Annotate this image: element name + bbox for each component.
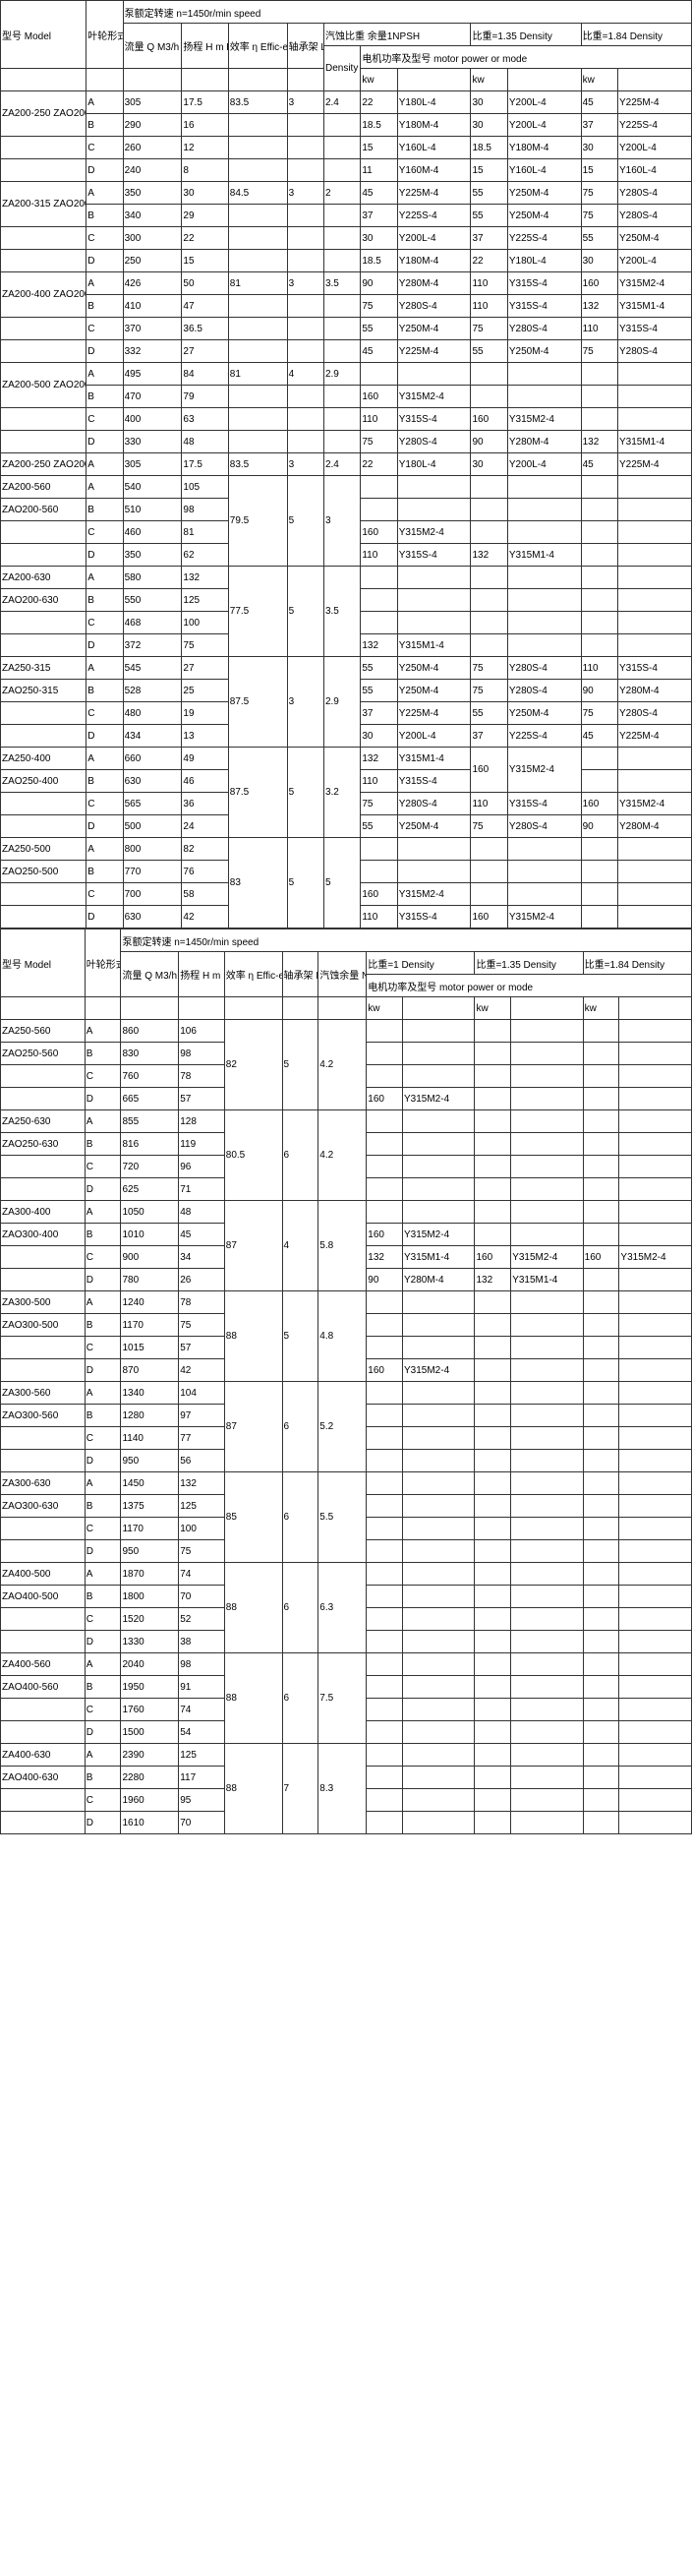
model-cell: ZA250-315 [1,657,86,680]
hdr-impeller: 叶轮形式 [86,1,123,69]
hdr-head: 扬程 H m Head [179,952,225,997]
hdr-d135: 比重=1.35 Density [475,952,583,975]
hdr-lk: 轴承架 LK [287,24,323,69]
hdr-d184: 比重=1.84 Density [581,24,691,46]
model-cell: ZA250-500 [1,838,86,861]
hdr-eff: 效率 η Effic-ency [228,24,287,69]
hdr-impeller: 叶轮形式 [85,929,121,997]
hdr-flow: 流量 Q M3/h Capacity [123,24,182,69]
hdr-model: 型号 Model [1,1,86,69]
model-cell: ZA200-250 ZAO200-250 [1,453,86,476]
hdr-d135: 比重=1.35 Density [471,24,581,46]
model-cell: ZA250-400 [1,748,86,770]
hdr-motor: 电机功率及型号 motor power or mode [367,975,692,997]
hdr-motor: 电机功率及型号 motor power or mode [361,46,692,69]
hdr-d184: 比重=1.84 Density [583,952,691,975]
model-cell: ZA200-560 [1,476,86,499]
model-cell: ZA200-400 ZAO200-400 [1,272,86,318]
model-cell: ZA200-250 ZAO200-250 [1,91,86,137]
hdr-lk: 轴承架 LK [282,952,318,997]
hdr-speed: 泵额定转速 n=1450r/min speed [121,929,692,952]
model-cell: ZA200-315 ZAO200-315 [1,182,86,227]
model-cell: ZAO200-560 [1,499,86,521]
hdr-density: Density [323,46,360,91]
hdr-eff: 效率 η Effic-ency [224,952,282,997]
model-cell: ZAO250-500 [1,861,86,883]
hdr-flow: 流量 Q M3/h Capacity [121,952,179,997]
pump-spec-table-1: 型号 Model 叶轮形式 泵额定转速 n=1450r/min speed 流量… [0,0,692,929]
hdr-d1: 比重=1 Density [367,952,475,975]
model-cell: ZA200-630 [1,567,86,589]
model-cell: ZAO200-630 [1,589,86,612]
pump-spec-table-2: 型号 Model 叶轮形式 泵额定转速 n=1450r/min speed 流量… [0,929,692,1834]
model-cell: ZAO250-400 [1,770,86,793]
hdr-npsh: 汽蚀余量 NPSH m [318,952,367,997]
hdr-speed: 泵额定转速 n=1450r/min speed [123,1,691,24]
hdr-d1: 汽蚀比重 余量1NPSH [323,24,471,46]
model-cell: ZAO250-315 [1,680,86,702]
model-cell: ZA200-500 ZAO200-500 [1,363,86,408]
hdr-head: 扬程 H m Head [182,24,228,69]
hdr-model: 型号 Model [1,929,86,997]
